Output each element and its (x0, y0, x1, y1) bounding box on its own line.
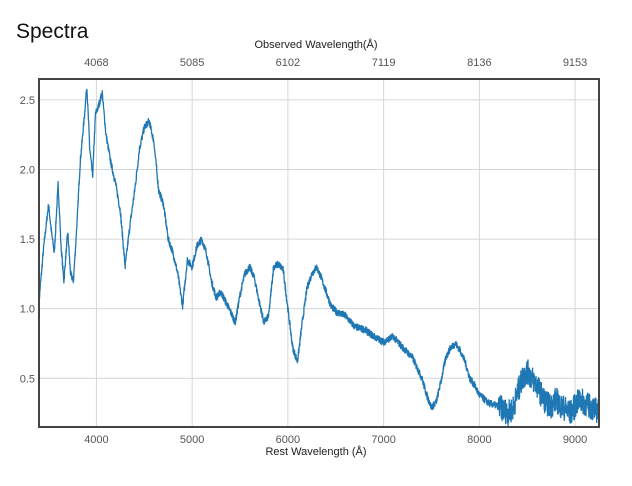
x-tick-label: 7000 (371, 434, 395, 446)
series-layer (38, 88, 600, 427)
x-tick-label: 5000 (180, 434, 204, 446)
x2-tick-label: 7119 (372, 57, 396, 69)
plot-frame (38, 78, 600, 428)
y-tick-label: 0.5 (20, 373, 35, 385)
y-tick-label: 2.0 (20, 164, 35, 176)
x-tick-label: 4000 (84, 434, 108, 446)
rest-wavelength-axis-title: Rest Wavelength (Å) (265, 445, 366, 458)
y-tick-label: 2.5 (20, 95, 35, 107)
x2-tick-label: 6102 (276, 57, 300, 69)
x2-tick-label: 5085 (180, 57, 204, 69)
x2-tick-label: 9153 (563, 57, 587, 69)
spectrum-line (38, 88, 600, 427)
x2-tick-label: 4068 (84, 57, 108, 69)
x2-tick-label: 8136 (467, 57, 491, 69)
y-tick-label: 1.0 (20, 304, 35, 316)
x-tick-label: 8000 (467, 434, 491, 446)
y-tick-label: 1.5 (20, 234, 35, 246)
page-title: Spectra (16, 20, 89, 43)
grid-lines (39, 79, 599, 427)
x-tick-label: 9000 (563, 434, 587, 446)
observed-wavelength-axis-title: Observed Wavelength(Å) (254, 38, 377, 51)
tick-labels: 4000 4068 5000 5085 6000 6102 7000 7119 8000 8136… (20, 57, 588, 446)
x-tick-label: 6000 (276, 434, 300, 446)
